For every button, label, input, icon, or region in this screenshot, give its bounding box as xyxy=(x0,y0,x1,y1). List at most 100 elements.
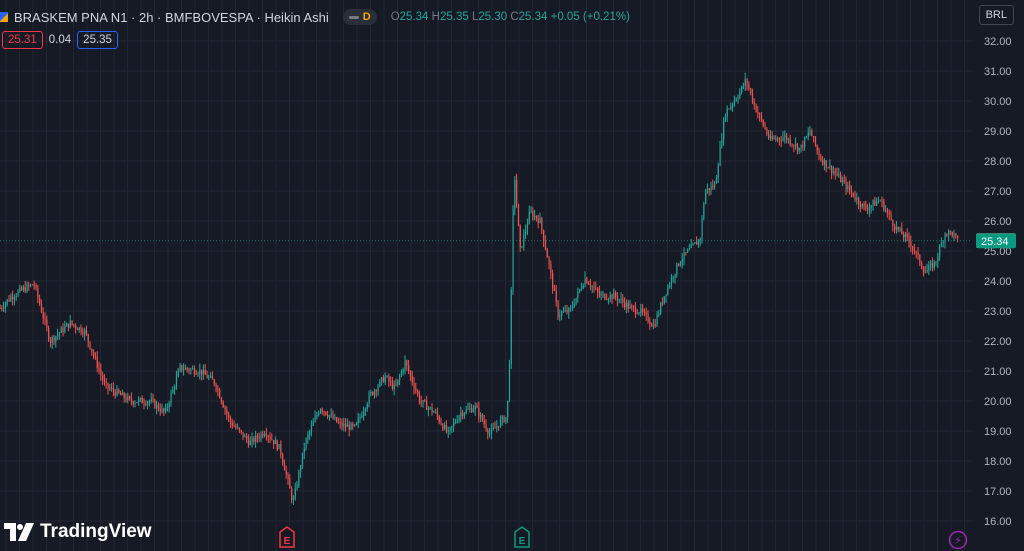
earnings-event-icon[interactable] xyxy=(514,526,530,548)
candle-body xyxy=(381,377,383,381)
candle-body xyxy=(177,370,179,377)
candle-body xyxy=(192,368,194,370)
candle-body xyxy=(715,177,718,184)
ask-price[interactable]: 25.35 xyxy=(77,31,118,49)
candle-body xyxy=(21,287,23,290)
event-markers[interactable]: E E ⚡ xyxy=(279,526,968,550)
candle-body xyxy=(1,308,3,309)
candle-body xyxy=(649,321,651,325)
candle-body xyxy=(508,364,511,401)
candle-body xyxy=(955,233,957,236)
candle-body xyxy=(67,323,70,328)
candle-body xyxy=(737,97,739,100)
candle-body xyxy=(37,287,39,298)
candle-body xyxy=(771,136,773,139)
candle-body xyxy=(834,171,836,174)
candle-body xyxy=(881,200,883,202)
price-axis[interactable]: 16.00 17.00 18.00 19.00 20.00 21.00 22.00 23.00… xyxy=(984,36,1012,528)
candle-body xyxy=(683,252,685,260)
candle-body xyxy=(908,236,910,242)
candle-body xyxy=(220,398,223,403)
candle-body xyxy=(645,312,647,315)
alert-event-glyph: ⚡ xyxy=(954,534,962,547)
candle-body xyxy=(924,272,926,273)
candle-body xyxy=(132,401,134,405)
candle-body xyxy=(440,421,442,425)
currency-button[interactable]: BRL xyxy=(978,5,1014,25)
candle-body xyxy=(208,377,210,379)
earnings-event-icon[interactable] xyxy=(279,526,295,548)
candle-body xyxy=(809,131,811,133)
candle-body xyxy=(514,180,516,209)
y-tick-label: 29.00 xyxy=(984,126,1012,138)
candle-body xyxy=(186,367,188,370)
candle-body xyxy=(631,305,633,307)
candle-body xyxy=(244,435,246,438)
candle-body xyxy=(786,135,788,140)
candle-body xyxy=(706,188,709,191)
candle-body xyxy=(235,426,237,429)
candle-body xyxy=(168,403,170,408)
candle-body xyxy=(280,444,282,455)
candle-body xyxy=(12,296,14,300)
candle-body xyxy=(246,435,248,440)
candle-body xyxy=(4,303,7,308)
symbol-header: BRASKEM PNA N1 · 2h · BMFBOVESPA · Heiki… xyxy=(0,8,630,26)
candle-body xyxy=(125,398,127,401)
candle-body xyxy=(703,203,705,219)
candle-body xyxy=(888,212,890,215)
candle-body xyxy=(91,348,93,352)
candle-body xyxy=(566,310,568,313)
candle-body xyxy=(143,403,145,404)
candle-body xyxy=(523,234,525,247)
candle-body xyxy=(179,365,181,371)
candle-body xyxy=(397,379,399,385)
candle-body xyxy=(69,320,71,328)
candle-body xyxy=(327,414,329,417)
candle-body xyxy=(418,393,421,402)
alert-event-icon[interactable] xyxy=(948,530,968,550)
candle-body xyxy=(670,277,673,285)
candle-body xyxy=(96,357,98,368)
candle-body xyxy=(348,424,350,430)
delay-badge[interactable]: D xyxy=(342,9,377,25)
candle-body xyxy=(546,249,548,258)
candle-body xyxy=(217,388,219,391)
candle-body xyxy=(580,288,583,290)
candle-body xyxy=(145,403,147,405)
candle-body xyxy=(204,370,206,375)
candle-body xyxy=(811,131,813,137)
candle-body xyxy=(957,235,959,239)
candle-body xyxy=(552,272,554,288)
tradingview-logo-icon xyxy=(4,523,34,541)
candle-body xyxy=(372,392,374,395)
candle-body xyxy=(238,427,241,431)
candle-body xyxy=(724,116,727,120)
candle-body xyxy=(687,249,689,253)
candle-body xyxy=(188,369,190,371)
symbol-title[interactable]: BRASKEM PNA N1 · 2h · BMFBOVESPA · Heiki… xyxy=(14,9,329,25)
candle-body xyxy=(750,88,752,93)
y-tick-label: 19.00 xyxy=(984,426,1012,438)
candle-body xyxy=(197,373,199,375)
bid-price[interactable]: 25.31 xyxy=(2,31,43,49)
candle-body xyxy=(427,407,430,410)
candle-body xyxy=(912,246,914,249)
candle-body xyxy=(696,242,698,245)
candle-body xyxy=(496,426,498,428)
candle-body xyxy=(516,180,518,204)
candle-body xyxy=(611,294,613,299)
y-tick-label: 18.00 xyxy=(984,456,1012,468)
candle-body xyxy=(274,440,277,445)
candle-body xyxy=(652,324,655,327)
candle-body xyxy=(769,136,772,138)
tradingview-logo[interactable]: TradingView xyxy=(4,521,152,543)
candle-body xyxy=(291,488,293,500)
candle-body xyxy=(492,427,494,430)
candle-body xyxy=(449,427,451,430)
candle-body xyxy=(530,211,532,212)
candle-body xyxy=(357,418,359,423)
candle-body xyxy=(935,261,937,263)
candle-body xyxy=(382,377,385,383)
